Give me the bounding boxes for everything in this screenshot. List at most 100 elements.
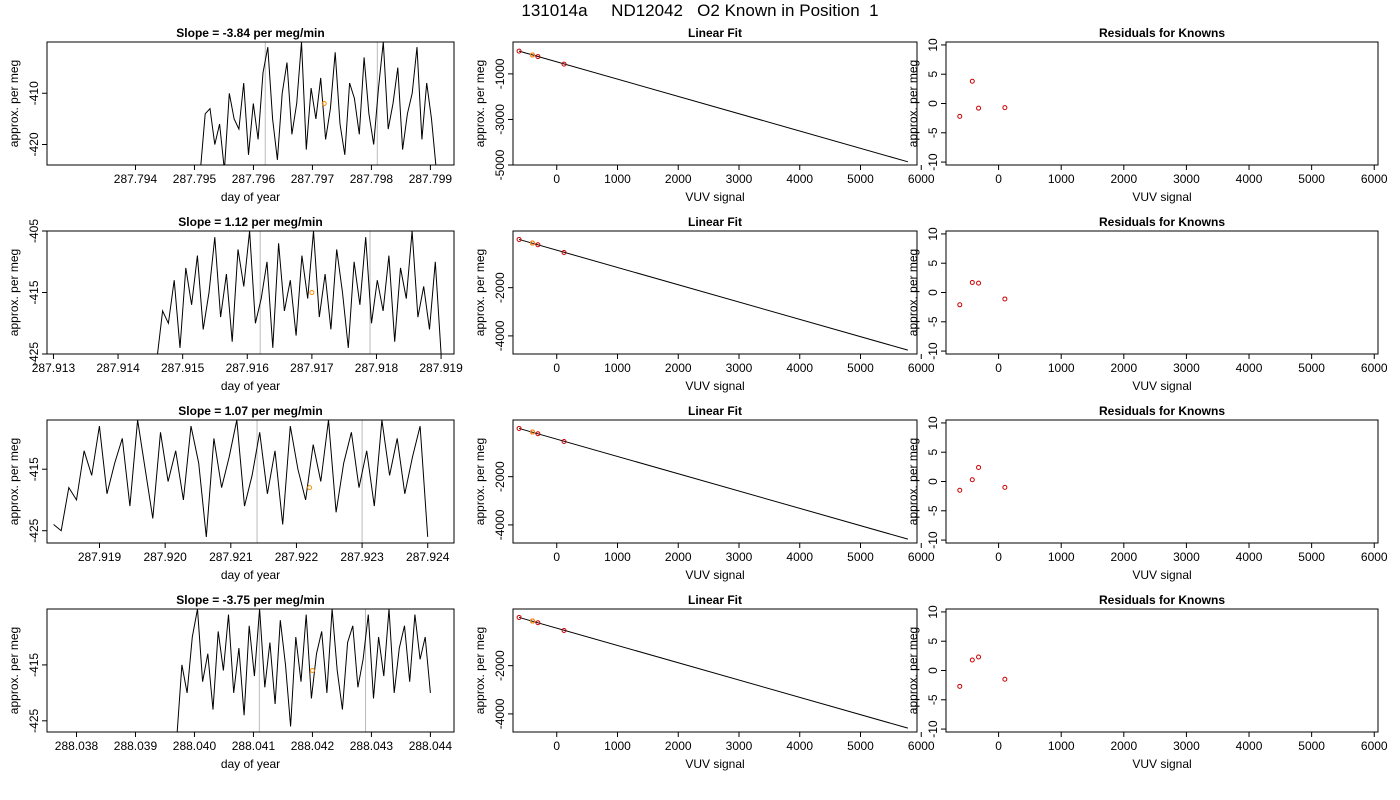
x-tick-label: 6000 bbox=[1361, 361, 1388, 375]
x-tick-label: 3000 bbox=[1173, 361, 1200, 375]
x-tick-label: 6000 bbox=[908, 550, 935, 564]
plot-area bbox=[516, 48, 909, 163]
x-axis-label: day of year bbox=[221, 379, 280, 393]
x-tick-label: 4000 bbox=[1236, 550, 1263, 564]
x-tick-label: 0 bbox=[553, 739, 560, 753]
x-axis-label: VUV signal bbox=[685, 568, 744, 582]
y-axis-label: approx. per meg bbox=[473, 627, 487, 714]
x-axis-label: VUV signal bbox=[685, 190, 744, 204]
data-point bbox=[1002, 105, 1008, 111]
x-tick-label: 5000 bbox=[847, 550, 874, 564]
data-point bbox=[976, 464, 982, 470]
x-axis-label: VUV signal bbox=[1132, 379, 1191, 393]
x-tick-label: 5000 bbox=[847, 739, 874, 753]
y-tick-label: -415 bbox=[27, 653, 41, 677]
y-tick-label: -420 bbox=[27, 132, 41, 156]
y-tick-label: -5000 bbox=[493, 149, 507, 180]
x-tick-label: 4000 bbox=[786, 361, 813, 375]
panel-title: Residuals for Knowns bbox=[1099, 404, 1225, 418]
x-axis-label: VUV signal bbox=[685, 379, 744, 393]
y-tick-label: -425 bbox=[27, 342, 41, 366]
plot-frame bbox=[46, 419, 455, 544]
y-tick-label: -425 bbox=[27, 708, 41, 732]
plot-frame bbox=[512, 419, 918, 544]
panel-timeseries-1: Slope = -3.84 per meg/min 287.794 287.795 2… bbox=[7, 26, 455, 204]
data-point bbox=[969, 280, 975, 286]
y-axis-label: approx. per meg bbox=[473, 249, 487, 336]
x-tick-label: 287.915 bbox=[161, 361, 205, 375]
x-tick-label: 4000 bbox=[786, 739, 813, 753]
x-tick-label: 2000 bbox=[665, 172, 692, 186]
plot-frame bbox=[945, 230, 1379, 355]
y-tick-label: -10 bbox=[926, 531, 940, 549]
x-tick-label: 1000 bbox=[1048, 739, 1075, 753]
panel-title: Residuals for Knowns bbox=[1099, 593, 1225, 607]
x-tick-label: 6000 bbox=[908, 172, 935, 186]
y-tick-label: 5 bbox=[926, 71, 940, 78]
plot-frame bbox=[945, 608, 1379, 733]
panel-title: Linear Fit bbox=[688, 26, 742, 40]
panel-fit-2: Linear Fit 0 1000 2000 3000 4000 5000 6000 -2000… bbox=[473, 215, 935, 393]
x-axis-label: VUV signal bbox=[1132, 568, 1191, 582]
plot-frame bbox=[945, 419, 1379, 544]
x-tick-label: 2000 bbox=[665, 361, 692, 375]
data-point bbox=[535, 431, 541, 437]
panel-fit-1: Linear Fit 0 1000 2000 3000 4000 5000 6000 -1000… bbox=[473, 26, 935, 204]
y-axis-label: approx. per meg bbox=[7, 60, 21, 147]
x-tick-label: 287.917 bbox=[290, 361, 334, 375]
x-tick-label: 6000 bbox=[1361, 739, 1388, 753]
x-tick-label: 287.914 bbox=[96, 361, 140, 375]
data-point bbox=[561, 61, 567, 67]
x-axis-label: day of year bbox=[221, 757, 280, 771]
x-tick-label: 287.921 bbox=[209, 550, 253, 564]
plot-area bbox=[516, 614, 909, 729]
y-tick-label: 10 bbox=[926, 38, 940, 52]
x-tick-label: 5000 bbox=[847, 172, 874, 186]
x-tick-label: 0 bbox=[995, 361, 1002, 375]
series-line bbox=[157, 231, 442, 354]
x-tick-label: 288.044 bbox=[409, 739, 453, 753]
fit-line bbox=[518, 616, 909, 729]
y-tick-label: -2000 bbox=[493, 650, 507, 681]
y-tick-label: 0 bbox=[926, 478, 940, 485]
plot-frame bbox=[512, 608, 918, 733]
panel-residuals-2: Residuals for Knowns 0 1000 2000 3000 4000 500… bbox=[906, 215, 1388, 393]
plot-area bbox=[957, 464, 1008, 493]
x-axis-label: day of year bbox=[221, 568, 280, 582]
highlight-point bbox=[309, 668, 315, 673]
data-point bbox=[516, 614, 522, 620]
y-axis-label: approx. per meg bbox=[906, 249, 920, 336]
data-point bbox=[957, 683, 963, 689]
series-line bbox=[200, 42, 437, 165]
figure-title: 131014a ND12042 O2 Known in Position 1 bbox=[521, 1, 879, 20]
data-point bbox=[976, 654, 982, 660]
plot-frame bbox=[46, 41, 455, 166]
x-tick-label: 3000 bbox=[726, 172, 753, 186]
x-tick-label: 4000 bbox=[1236, 739, 1263, 753]
highlight-point bbox=[529, 429, 535, 435]
x-tick-label: 287.796 bbox=[232, 172, 276, 186]
x-tick-label: 0 bbox=[553, 550, 560, 564]
x-tick-label: 287.924 bbox=[406, 550, 450, 564]
plot-area bbox=[157, 231, 442, 354]
series-line bbox=[176, 609, 431, 732]
x-tick-label: 5000 bbox=[847, 361, 874, 375]
y-tick-label: -5 bbox=[926, 694, 940, 705]
y-axis-label: approx. per meg bbox=[473, 438, 487, 525]
x-tick-label: 1000 bbox=[1048, 361, 1075, 375]
y-tick-label: 5 bbox=[926, 260, 940, 267]
panel-timeseries-4: Slope = -3.75 per meg/min 288.038 288.039 2… bbox=[7, 593, 455, 771]
x-tick-label: 288.039 bbox=[114, 739, 158, 753]
data-point bbox=[535, 54, 541, 60]
y-tick-label: 5 bbox=[926, 449, 940, 456]
plot-area bbox=[176, 609, 431, 732]
x-tick-label: 287.795 bbox=[173, 172, 217, 186]
x-tick-label: 2000 bbox=[665, 739, 692, 753]
y-tick-label: -4000 bbox=[493, 320, 507, 351]
plot-area bbox=[957, 280, 1008, 308]
panel-title: Linear Fit bbox=[688, 593, 742, 607]
panel-fit-3: Linear Fit 0 1000 2000 3000 4000 5000 6000 -2000… bbox=[473, 404, 935, 582]
y-axis-label: approx. per meg bbox=[473, 60, 487, 147]
y-tick-label: -415 bbox=[27, 280, 41, 304]
